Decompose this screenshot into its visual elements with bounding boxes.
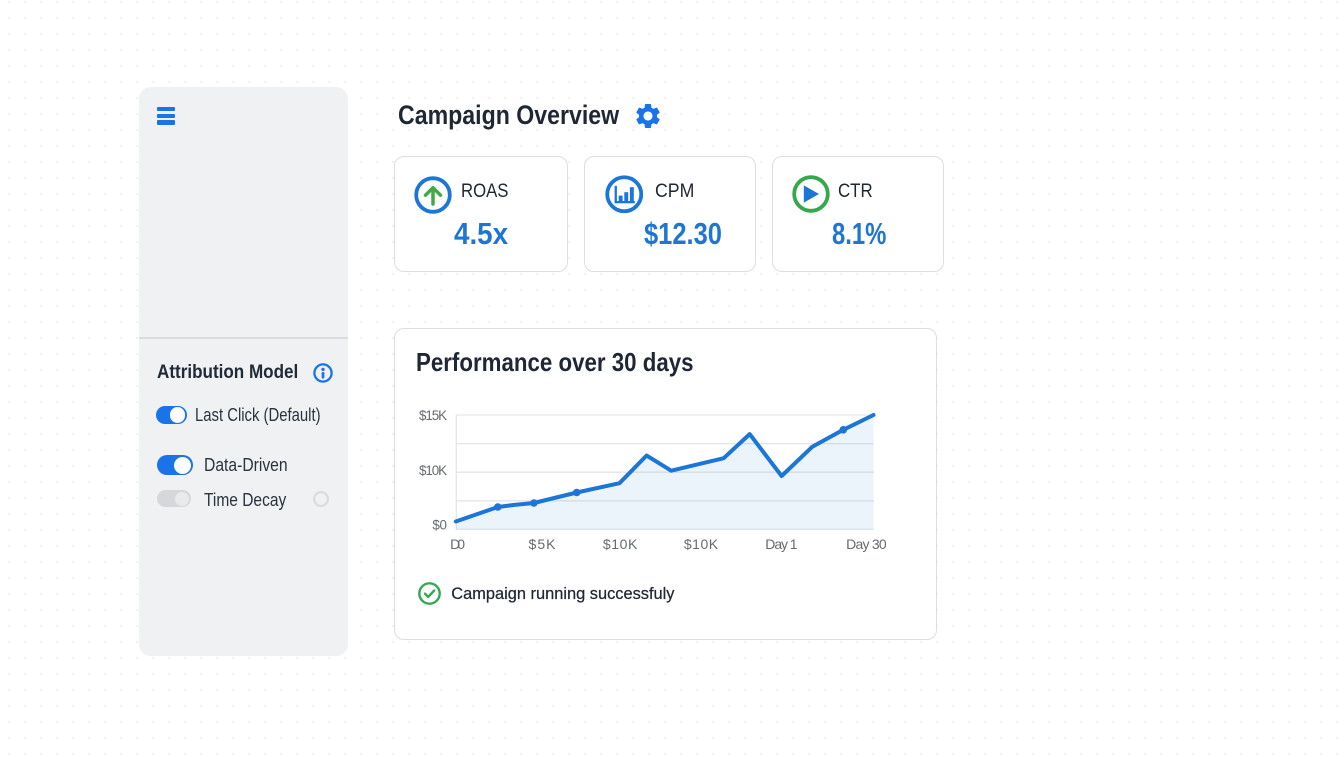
svg-text:Day 1: Day 1 (765, 536, 797, 552)
svg-text:$10K: $10K (603, 536, 638, 552)
svg-text:D0: D0 (450, 536, 465, 552)
svg-text:$10K: $10K (419, 463, 447, 478)
svg-text:$10K: $10K (684, 536, 719, 552)
svg-text:$5K: $5K (529, 536, 557, 552)
svg-text:$0: $0 (432, 518, 447, 533)
svg-text:Day 30: Day 30 (846, 536, 887, 552)
svg-text:$15K: $15K (419, 408, 447, 423)
